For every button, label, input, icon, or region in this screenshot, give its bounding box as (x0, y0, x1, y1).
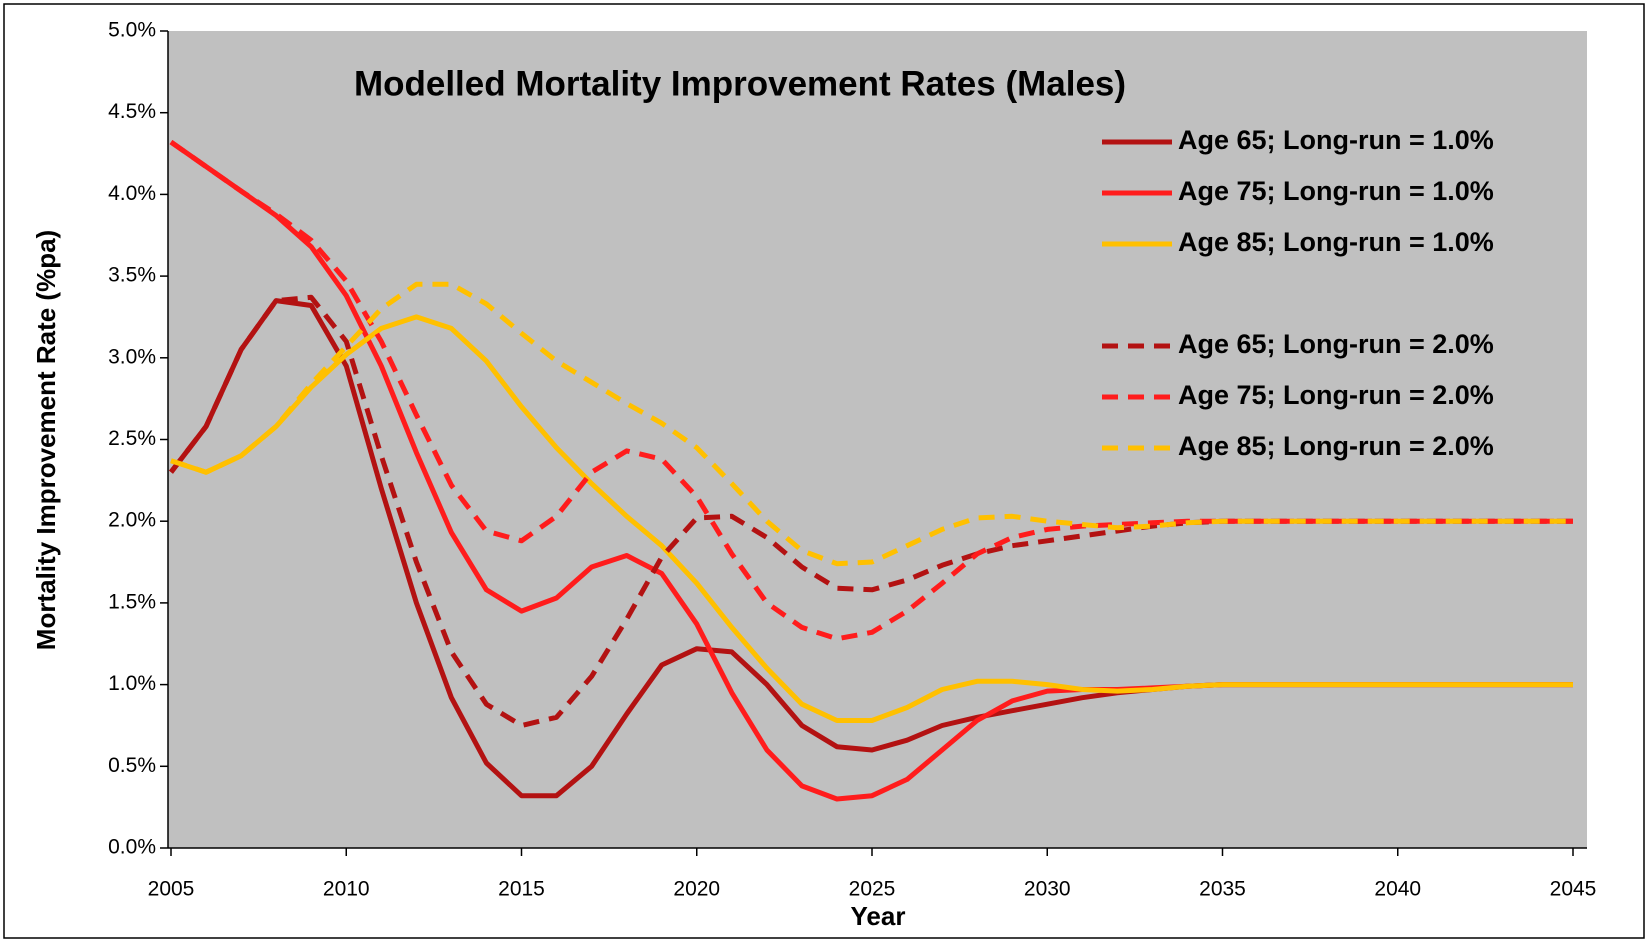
x-tick-label: 2025 (849, 878, 896, 901)
y-tick-label: 1.5% (108, 590, 156, 613)
y-tick-label: 4.0% (108, 182, 156, 205)
x-tick-label: 2010 (323, 878, 370, 901)
legend-label: Age 85; Long-run = 1.0% (1178, 227, 1494, 257)
x-tick-label: 2035 (1199, 878, 1246, 901)
series-line (170, 281, 1573, 567)
x-axis-label: Year (851, 901, 906, 931)
chart-title: Modelled Mortality Improvement Rates (Ma… (354, 64, 1126, 103)
y-tick-label: 0.0% (108, 836, 156, 859)
x-tick-label: 2040 (1374, 878, 1421, 901)
y-tick-label: 3.0% (108, 345, 156, 368)
legend-label: Age 85; Long-run = 2.0% (1178, 431, 1494, 461)
legend-label: Age 65; Long-run = 2.0% (1178, 329, 1494, 359)
y-axis-label: Mortality Improvement Rate (%pa) (31, 230, 61, 650)
series-line (169, 140, 1573, 642)
y-tick-label: 5.0% (108, 19, 156, 42)
legend-label: Age 65; Long-run = 1.0% (1178, 125, 1494, 155)
x-tick-label: 2015 (498, 878, 545, 901)
plot-area (168, 31, 1587, 848)
y-tick-label: 4.5% (108, 100, 156, 123)
y-tick-label: 3.5% (108, 264, 156, 287)
x-tick-label: 2045 (1550, 878, 1597, 901)
y-tick-label: 2.0% (108, 509, 156, 532)
legend-label: Age 75; Long-run = 1.0% (1178, 176, 1494, 206)
series-line (169, 294, 1573, 728)
x-tick-label: 2020 (673, 878, 720, 901)
y-tick-label: 1.0% (108, 672, 156, 695)
legend-label: Age 75; Long-run = 2.0% (1178, 380, 1494, 410)
series-line (170, 314, 1573, 723)
y-tick-label: 0.5% (108, 754, 156, 777)
y-tick-label: 2.5% (108, 427, 156, 450)
x-tick-label: 2005 (148, 878, 195, 901)
x-tick-label: 2030 (1024, 878, 1071, 901)
